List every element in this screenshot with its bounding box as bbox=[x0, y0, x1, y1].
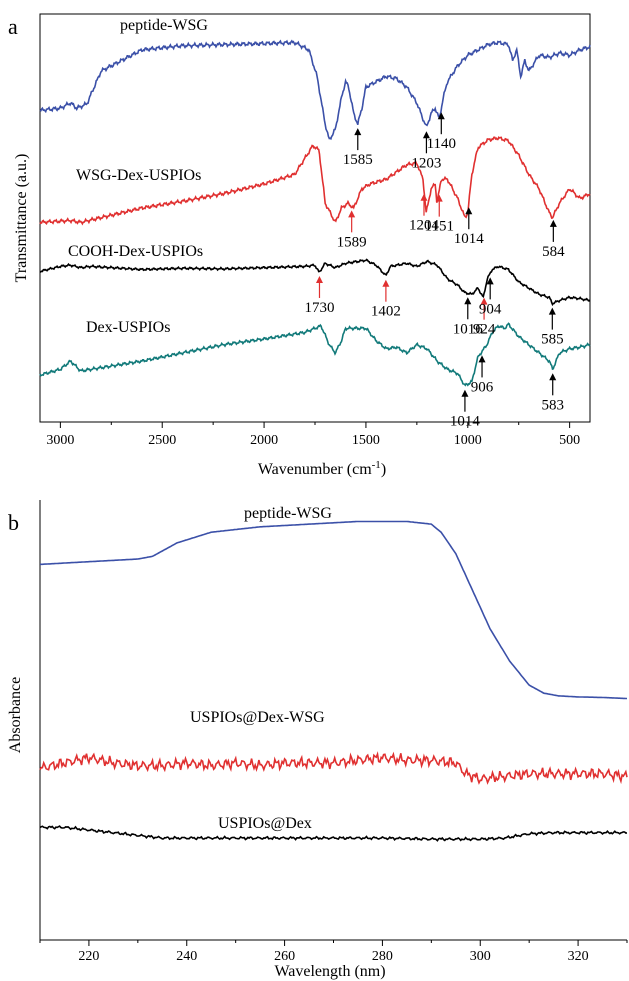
panel-a-annotation-label-8: 584 bbox=[542, 244, 565, 260]
panel-a-series-line-1 bbox=[39, 39, 591, 141]
panel-a-x-tick-label-1: 3000 bbox=[46, 433, 74, 448]
panel-b-series-line-1 bbox=[39, 520, 627, 700]
panel-a-annotation-arrowhead-17 bbox=[549, 373, 557, 381]
panel-a-x-tick-label-2: 2500 bbox=[148, 433, 176, 448]
panel-a-x-tick-label-6: 500 bbox=[559, 433, 580, 448]
panel-a-series-line-4 bbox=[39, 322, 591, 387]
panel-a-series-label-2: WSG-Dex-USPIOs bbox=[76, 167, 201, 184]
panel-a-annotation-label-11: 1016 bbox=[453, 321, 484, 337]
panel-a-annotation-arrowhead-14 bbox=[548, 307, 556, 315]
panel-a-x-ticks: 3000 2500 2000 1500 1000 500 bbox=[46, 422, 580, 448]
panel-a-annotation-arrowhead-3 bbox=[437, 112, 445, 120]
panel-a-x-axis-title-end: ) bbox=[381, 461, 386, 478]
panel-a-annotation-label-16: 906 bbox=[471, 379, 494, 395]
panel-a-annotation-arrowhead-2 bbox=[422, 131, 430, 139]
panel-b: b peptide-WSG USPIOs@Dex-WSG USPIOs@Dex 22… bbox=[7, 500, 628, 980]
panel-a-x-tick-label-5: 1000 bbox=[454, 433, 482, 448]
panel-a-plot-frame bbox=[39, 13, 591, 423]
panel-a-series-label-4: Dex-USPIOs bbox=[86, 319, 170, 336]
panel-a-annotation-arrowhead-16 bbox=[478, 355, 486, 363]
panel-a-series-group bbox=[39, 39, 591, 387]
panel-a-series-label-3: COOH-Dex-USPIOs bbox=[68, 243, 203, 260]
panel-a-annotation-label-1: 1585 bbox=[343, 152, 373, 168]
panel-b-series-label-2: USPIOs@Dex-WSG bbox=[190, 709, 325, 726]
panel-a-annotation-label-6: 1151 bbox=[425, 219, 454, 235]
panel-a-y-axis-title: Transmittance (a.u.) bbox=[13, 154, 30, 283]
panel-a-annotation-arrowhead-7 bbox=[465, 207, 473, 215]
panel-a-annotation-label-4: 1589 bbox=[337, 234, 367, 250]
panel-a-annotation-arrowhead-1 bbox=[354, 128, 362, 136]
panel-b-series-line-3 bbox=[39, 825, 628, 842]
panel-a-annotation-label-15: 1014 bbox=[450, 414, 481, 430]
panel-b-series-label-3: USPIOs@Dex bbox=[218, 815, 312, 832]
panel-a-annotation-label-9: 1730 bbox=[304, 300, 334, 316]
panel-a-annotation-label-12: 924 bbox=[473, 322, 496, 338]
panel-a-annotation-arrowhead-4 bbox=[348, 210, 356, 218]
panel-a-annotation-arrowhead-5 bbox=[420, 193, 428, 201]
panel-b-series-group bbox=[39, 520, 628, 842]
panel-a-series-line-2 bbox=[39, 136, 591, 226]
panel-a-annotation-label-2: 1203 bbox=[411, 155, 441, 171]
panel-a-annotation-arrowhead-9 bbox=[315, 275, 323, 283]
panel-b-x-axis-title: Wavelength (nm) bbox=[274, 963, 385, 980]
panel-a-annotation-label-14: 585 bbox=[541, 332, 564, 348]
panel-b-series-label-1: peptide-WSG bbox=[244, 505, 332, 522]
panel-a-series-labels: peptide-WSG WSG-Dex-USPIOs COOH-Dex-USPIOs… bbox=[68, 17, 208, 336]
panel-b-y-axis-title: Absorbance bbox=[7, 677, 24, 753]
panel-b-x-tick-label-4: 280 bbox=[372, 949, 393, 964]
panel-a-x-axis-title: Wavenumber (cm-1) bbox=[258, 459, 386, 478]
panel-a-annotation-label-3: 1140 bbox=[427, 136, 456, 152]
panel-a-annotation-label-13: 904 bbox=[479, 301, 502, 317]
panel-a-annotation-label-5: 1204 bbox=[409, 218, 440, 234]
panel-a-annotation-arrowhead-13 bbox=[486, 277, 494, 285]
panel-a-annotation-label-10: 1402 bbox=[371, 304, 401, 320]
panel-b-x-tick-label-1: 220 bbox=[78, 949, 99, 964]
panel-a-annotation-arrowhead-15 bbox=[461, 389, 469, 397]
panel-a-annotation-label-17: 583 bbox=[541, 397, 564, 413]
panel-a-letter: a bbox=[8, 14, 18, 39]
panel-a-series-label-1: peptide-WSG bbox=[120, 17, 208, 34]
panel-b-x-tick-label-3: 260 bbox=[274, 949, 295, 964]
panel-a-annotation-arrowhead-10 bbox=[382, 279, 390, 287]
panel-b-x-ticks: 220 240 260 280 300 320 bbox=[39, 940, 628, 964]
panel-a-x-axis-title-main: Wavenumber (cm bbox=[258, 461, 372, 478]
panel-b-x-tick-label-2: 240 bbox=[176, 949, 197, 964]
panel-b-x-tick-label-5: 300 bbox=[470, 949, 491, 964]
panel-a-x-axis-title-sup: -1 bbox=[372, 459, 381, 471]
panel-a-annotation-arrowhead-11 bbox=[464, 297, 472, 305]
panel-a-annotation-label-7: 1014 bbox=[454, 231, 485, 247]
panel-a-x-tick-label-3: 2000 bbox=[250, 433, 278, 448]
panel-b-series-labels: peptide-WSG USPIOs@Dex-WSG USPIOs@Dex bbox=[190, 505, 332, 832]
panel-b-x-tick-label-6: 320 bbox=[568, 949, 589, 964]
panel-b-series-line-2 bbox=[39, 751, 628, 785]
panel-a-annotation-arrowhead-8 bbox=[549, 219, 557, 227]
panel-a-x-tick-label-4: 1500 bbox=[352, 433, 380, 448]
panel-a-annotation-arrowhead-12 bbox=[480, 297, 488, 305]
panel-a: a peptide-WSG WSG-Dex-USPIOs COOH-Dex-USPI… bbox=[8, 13, 591, 478]
panel-a-annotation-arrowhead-6 bbox=[435, 194, 443, 202]
panel-a-series-line-3 bbox=[39, 258, 591, 307]
panel-b-letter: b bbox=[8, 510, 19, 535]
